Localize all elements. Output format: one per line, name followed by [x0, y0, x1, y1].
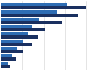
Bar	[1, 28, 45, 31]
Bar	[1, 14, 78, 17]
Bar	[1, 3, 68, 6]
Bar	[1, 43, 32, 46]
Bar	[1, 10, 57, 14]
Bar	[1, 40, 23, 43]
Bar	[1, 21, 62, 24]
Bar	[1, 47, 17, 50]
Bar	[1, 65, 10, 68]
Bar	[1, 18, 39, 21]
Bar	[1, 32, 28, 36]
Bar	[1, 54, 12, 57]
Bar	[1, 6, 86, 10]
Bar	[1, 50, 23, 53]
Bar	[1, 36, 38, 39]
Bar	[1, 61, 8, 65]
Bar	[1, 57, 16, 61]
Bar	[1, 25, 32, 28]
